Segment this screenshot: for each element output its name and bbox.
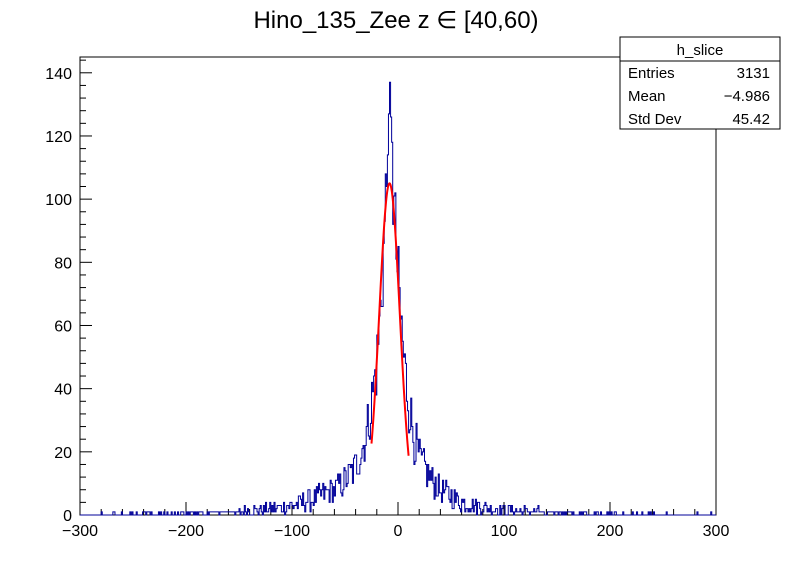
gaussian-fit bbox=[370, 182, 410, 456]
y-tick-label: 0 bbox=[63, 508, 72, 525]
histogram bbox=[80, 81, 716, 516]
y-axis: 0 20 40 60 80 100 120 140 bbox=[45, 59, 92, 525]
fit-curve bbox=[370, 182, 410, 456]
x-axis: −300 −200 −100 0 100 200 300 bbox=[62, 502, 729, 540]
y-tick-label: 100 bbox=[45, 192, 72, 209]
stats-box: h_slice Entries 3131 Mean −4.986 Std Dev… bbox=[619, 36, 781, 130]
x-tick-label: −300 bbox=[62, 523, 98, 540]
x-tick-label: 300 bbox=[703, 523, 730, 540]
stats-mean-value: −4.986 bbox=[724, 88, 770, 105]
x-tick-label: −100 bbox=[274, 523, 310, 540]
stats-stddev-value: 45.42 bbox=[732, 111, 770, 128]
chart-title: Hino_135_Zee z ∈ [40,60) bbox=[253, 7, 538, 34]
stats-box-title: h_slice bbox=[677, 42, 724, 59]
stats-entries-value: 3131 bbox=[737, 65, 770, 82]
stats-stddev-label: Std Dev bbox=[628, 111, 682, 128]
x-tick-label: 100 bbox=[491, 523, 518, 540]
y-tick-label: 60 bbox=[54, 318, 72, 335]
x-tick-label: 200 bbox=[597, 523, 624, 540]
x-tick-label: 0 bbox=[394, 523, 403, 540]
x-tick-label: −200 bbox=[168, 523, 204, 540]
stats-mean-label: Mean bbox=[628, 88, 666, 105]
histogram-series bbox=[80, 81, 716, 516]
y-tick-label: 120 bbox=[45, 129, 72, 146]
stats-entries-label: Entries bbox=[628, 65, 675, 82]
stats-box-frame bbox=[619, 36, 781, 130]
y-tick-label: 40 bbox=[54, 382, 72, 399]
y-tick-label: 140 bbox=[45, 66, 72, 83]
y-tick-label: 20 bbox=[54, 445, 72, 462]
y-tick-label: 80 bbox=[54, 255, 72, 272]
